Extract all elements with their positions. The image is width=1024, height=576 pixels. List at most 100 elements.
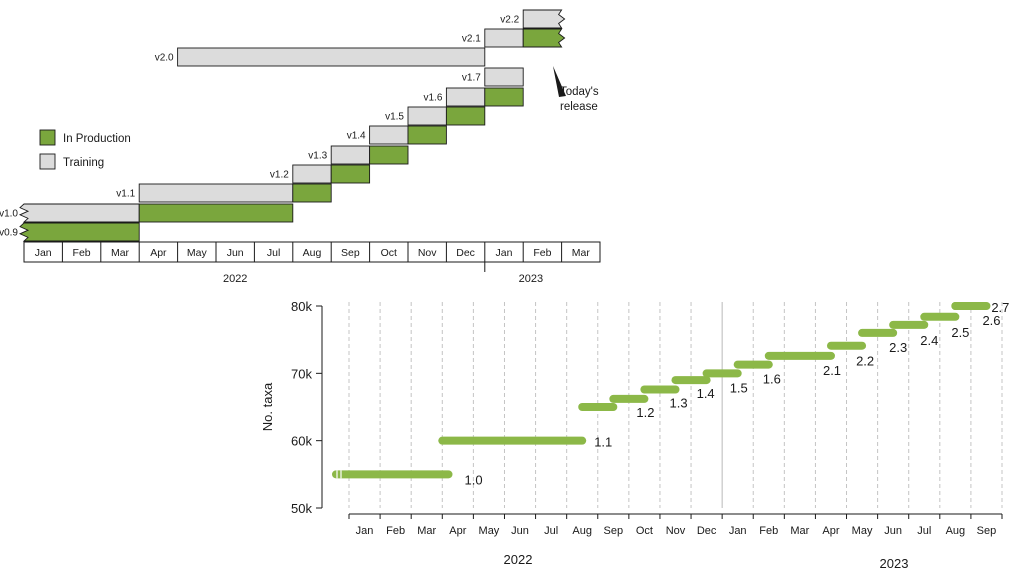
taxa-step-chart: 50k 60k 70k 80k No. taxa Jan Feb Mar Apr May Jun Ju… bbox=[260, 299, 1009, 571]
label-v2-0: v2.0 bbox=[155, 53, 174, 64]
gantt-chart: v0.9 v1.0 v1.1 v1.2 v1.3 v1.4 v1.5 v1.6 v1.7 v2.0… bbox=[0, 9, 601, 285]
step-label-1-0: 1.0 bbox=[465, 472, 483, 487]
label-v2-2: v2.2 bbox=[500, 15, 519, 26]
bar-v0-9-production bbox=[18, 222, 140, 242]
gantt-month-may: May bbox=[187, 247, 208, 259]
label-v1-6: v1.6 bbox=[423, 93, 442, 104]
label-v1-7: v1.7 bbox=[462, 73, 481, 84]
step-month-jun: Jun bbox=[884, 525, 902, 537]
step-year-2022: 2022 bbox=[504, 552, 533, 567]
bar-v2-1-production bbox=[522, 28, 566, 48]
label-v1-5: v1.5 bbox=[385, 112, 404, 123]
step-month-sep: Sep bbox=[977, 525, 997, 537]
step-month-aug: Aug bbox=[572, 525, 592, 537]
bar-v1-4-production bbox=[407, 125, 447, 145]
step-month-may: May bbox=[852, 525, 873, 537]
gantt-month-feb: Feb bbox=[533, 247, 551, 259]
step-month-jul: Jul bbox=[544, 525, 558, 537]
legend-label-production: In Production bbox=[63, 133, 131, 145]
gantt-month-aug: Aug bbox=[303, 247, 322, 259]
gantt-month-feb: Feb bbox=[73, 247, 91, 259]
step-month-jan: Jan bbox=[356, 525, 374, 537]
label-v1-4: v1.4 bbox=[347, 131, 366, 142]
bar-v2-0-training bbox=[177, 47, 486, 67]
step-month-mar: Mar bbox=[417, 525, 436, 537]
label-v1-1: v1.1 bbox=[116, 189, 135, 200]
step-label-1-1: 1.1 bbox=[594, 435, 612, 450]
step-label-2-4: 2.4 bbox=[920, 333, 938, 348]
step-month-aug: Aug bbox=[946, 525, 966, 537]
step-label-1-4: 1.4 bbox=[697, 386, 715, 401]
bar-v1-3-training bbox=[330, 145, 371, 165]
bar-v1-1-production bbox=[292, 183, 332, 203]
gantt-month-jan: Jan bbox=[35, 247, 52, 259]
gantt-month-sep: Sep bbox=[341, 247, 360, 259]
label-v2-1: v2.1 bbox=[462, 34, 481, 45]
step-month-apr: Apr bbox=[822, 525, 839, 537]
step-label-2-1: 2.1 bbox=[823, 363, 841, 378]
gantt-month-nov: Nov bbox=[418, 247, 437, 259]
step-label-2-7: 2.7 bbox=[991, 300, 1009, 315]
gantt-month-mar: Mar bbox=[111, 247, 130, 259]
step-y-tick-label-60k: 60k bbox=[291, 434, 312, 449]
bar-v1-2-training bbox=[292, 164, 332, 184]
label-v0-9: v0.9 bbox=[0, 228, 18, 239]
step-month-dec: Dec bbox=[697, 525, 717, 537]
step-month-oct: Oct bbox=[636, 525, 653, 537]
step-y-tick-label-50k: 50k bbox=[291, 501, 312, 516]
legend-swatch-production bbox=[39, 129, 56, 146]
legend-label-training: Training bbox=[63, 157, 104, 169]
step-y-axis-label: No. taxa bbox=[260, 382, 275, 431]
step-year-2023: 2023 bbox=[880, 556, 909, 571]
step-label-1-5: 1.5 bbox=[730, 380, 748, 395]
gantt-year-2023: 2023 bbox=[519, 273, 543, 285]
todays-release-annotation: Today's release bbox=[553, 66, 599, 113]
bar-v2-2-training bbox=[522, 9, 566, 29]
step-month-jul: Jul bbox=[917, 525, 931, 537]
step-month-feb: Feb bbox=[759, 525, 778, 537]
step-label-2-2: 2.2 bbox=[856, 354, 874, 369]
step-month-may: May bbox=[479, 525, 500, 537]
step-month-mar: Mar bbox=[790, 525, 809, 537]
step-month-jan: Jan bbox=[729, 525, 747, 537]
label-v1-3: v1.3 bbox=[308, 151, 327, 162]
gantt-month-dec: Dec bbox=[456, 247, 475, 259]
bar-v1-5-training bbox=[407, 106, 447, 126]
bar-v1-6-training bbox=[445, 87, 486, 107]
step-label-2-6: 2.6 bbox=[982, 313, 1000, 328]
gantt-month-axis bbox=[23, 241, 601, 263]
bar-v1-1-training bbox=[138, 183, 294, 203]
step-label-2-3: 2.3 bbox=[889, 340, 907, 355]
label-v1-2: v1.2 bbox=[270, 170, 289, 181]
step-month-apr: Apr bbox=[449, 525, 466, 537]
bar-v2-1-training bbox=[484, 28, 524, 48]
gantt-month-apr: Apr bbox=[150, 247, 167, 259]
bar-v1-5-production bbox=[445, 106, 486, 126]
gantt-month-jul: Jul bbox=[267, 247, 280, 259]
step-label-1-6: 1.6 bbox=[763, 372, 781, 387]
bar-v1-4-training bbox=[369, 125, 409, 145]
bar-v1-0-production bbox=[138, 203, 294, 223]
legend-swatch-training bbox=[39, 153, 56, 170]
step-label-1-2: 1.2 bbox=[636, 405, 654, 420]
bar-v1-6-production bbox=[484, 87, 524, 107]
step-y-tick-label-70k: 70k bbox=[291, 366, 312, 381]
annotation-arrow bbox=[553, 66, 566, 97]
step-month-jun: Jun bbox=[511, 525, 529, 537]
bar-v1-2-production bbox=[330, 164, 371, 184]
annotation-line-1: Today's bbox=[560, 86, 599, 98]
gantt-legend: In Production Training bbox=[39, 129, 131, 170]
step-y-tick-label-80k: 80k bbox=[291, 299, 312, 314]
step-month-nov: Nov bbox=[666, 525, 686, 537]
gantt-month-mar: Mar bbox=[572, 247, 591, 259]
bar-v1-0-training bbox=[18, 203, 140, 223]
bar-v1-3-production bbox=[369, 145, 409, 165]
label-v1-0: v1.0 bbox=[0, 209, 18, 220]
gantt-month-oct: Oct bbox=[381, 247, 397, 259]
step-label-1-3: 1.3 bbox=[670, 395, 688, 410]
bar-v1-7-training bbox=[484, 67, 524, 87]
gantt-month-jun: Jun bbox=[227, 247, 244, 259]
gantt-year-2022: 2022 bbox=[223, 273, 247, 285]
step-label-2-5: 2.5 bbox=[951, 325, 969, 340]
